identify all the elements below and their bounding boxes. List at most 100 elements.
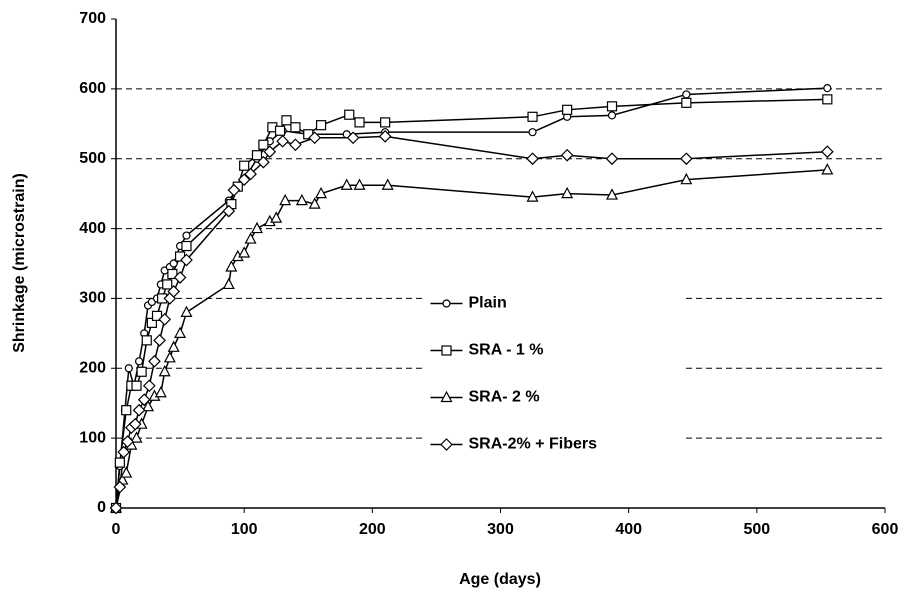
legend-label: SRA - 1 % [469, 342, 544, 359]
marker [440, 438, 453, 451]
marker [562, 104, 573, 115]
marker [344, 109, 355, 120]
marker [353, 178, 366, 190]
marker [113, 480, 127, 494]
marker [130, 431, 143, 443]
y-axis-label: Shrinkage (microstrain) [11, 173, 28, 353]
marker [227, 183, 241, 197]
legend-background [424, 283, 685, 476]
x-axis-label: Age (days) [459, 571, 541, 588]
marker [561, 186, 574, 199]
marker [378, 130, 392, 143]
marker [528, 128, 537, 137]
marker [251, 150, 263, 161]
marker [308, 197, 321, 209]
legend-label: Plain [469, 295, 507, 312]
x-tick-label: 200 [359, 521, 386, 538]
marker [167, 268, 178, 280]
marker [250, 221, 263, 234]
marker [270, 211, 283, 223]
marker [131, 380, 142, 391]
marker [606, 188, 618, 200]
marker [380, 117, 391, 128]
y-tick-label: 200 [79, 360, 106, 377]
marker [222, 204, 236, 218]
marker [295, 193, 308, 206]
marker [174, 326, 187, 338]
marker [281, 115, 292, 126]
marker [526, 190, 539, 202]
y-tick-label: 0 [97, 499, 106, 516]
marker [109, 501, 123, 515]
marker [124, 364, 133, 373]
x-tick-label: 0 [112, 521, 121, 538]
marker [680, 172, 693, 185]
marker [238, 246, 251, 258]
marker [682, 90, 691, 99]
marker [134, 357, 144, 366]
marker [315, 186, 328, 199]
marker [142, 379, 156, 393]
marker [128, 417, 142, 431]
marker [244, 232, 257, 244]
marker [823, 84, 832, 93]
y-tick-label: 300 [79, 290, 106, 307]
marker [681, 97, 692, 108]
marker [560, 148, 574, 162]
marker [274, 125, 286, 136]
marker [148, 354, 161, 368]
marker [225, 260, 238, 272]
marker [257, 155, 270, 169]
marker [346, 131, 360, 145]
marker [167, 285, 181, 298]
marker [527, 111, 538, 122]
marker [820, 145, 834, 159]
marker [237, 173, 251, 187]
marker [342, 130, 351, 139]
marker [279, 193, 292, 206]
marker [153, 333, 166, 347]
marker [173, 271, 187, 284]
marker [180, 253, 193, 267]
marker [441, 345, 452, 356]
marker [276, 134, 289, 148]
marker [340, 178, 353, 190]
marker [121, 435, 134, 448]
marker [263, 145, 277, 159]
x-tick-label: 600 [872, 521, 899, 538]
marker [290, 122, 301, 133]
marker [821, 163, 834, 175]
legend-label: SRA- 2 % [469, 389, 540, 406]
marker [141, 335, 152, 346]
x-tick-label: 400 [615, 521, 642, 538]
y-tick-label: 500 [79, 150, 106, 167]
marker [146, 317, 157, 328]
marker [169, 259, 178, 268]
marker [606, 101, 618, 112]
marker [381, 178, 394, 190]
marker [182, 231, 191, 240]
marker [315, 120, 327, 131]
marker [158, 364, 171, 377]
y-tick-label: 400 [79, 220, 106, 237]
x-tick-label: 300 [487, 521, 514, 538]
marker [442, 299, 451, 308]
marker [158, 313, 172, 326]
y-tick-label: 600 [79, 80, 106, 97]
marker [137, 393, 151, 407]
marker [136, 366, 147, 377]
y-tick-label: 700 [79, 10, 106, 27]
legend-label: SRA-2% + Fibers [469, 436, 598, 453]
marker [114, 457, 125, 468]
marker [679, 152, 693, 166]
marker [154, 385, 167, 398]
marker [121, 405, 132, 416]
marker [526, 152, 539, 166]
y-tick-label: 100 [79, 429, 106, 446]
marker [167, 340, 180, 352]
marker [117, 445, 131, 459]
marker [151, 310, 163, 321]
marker [244, 167, 257, 181]
marker [289, 138, 302, 152]
